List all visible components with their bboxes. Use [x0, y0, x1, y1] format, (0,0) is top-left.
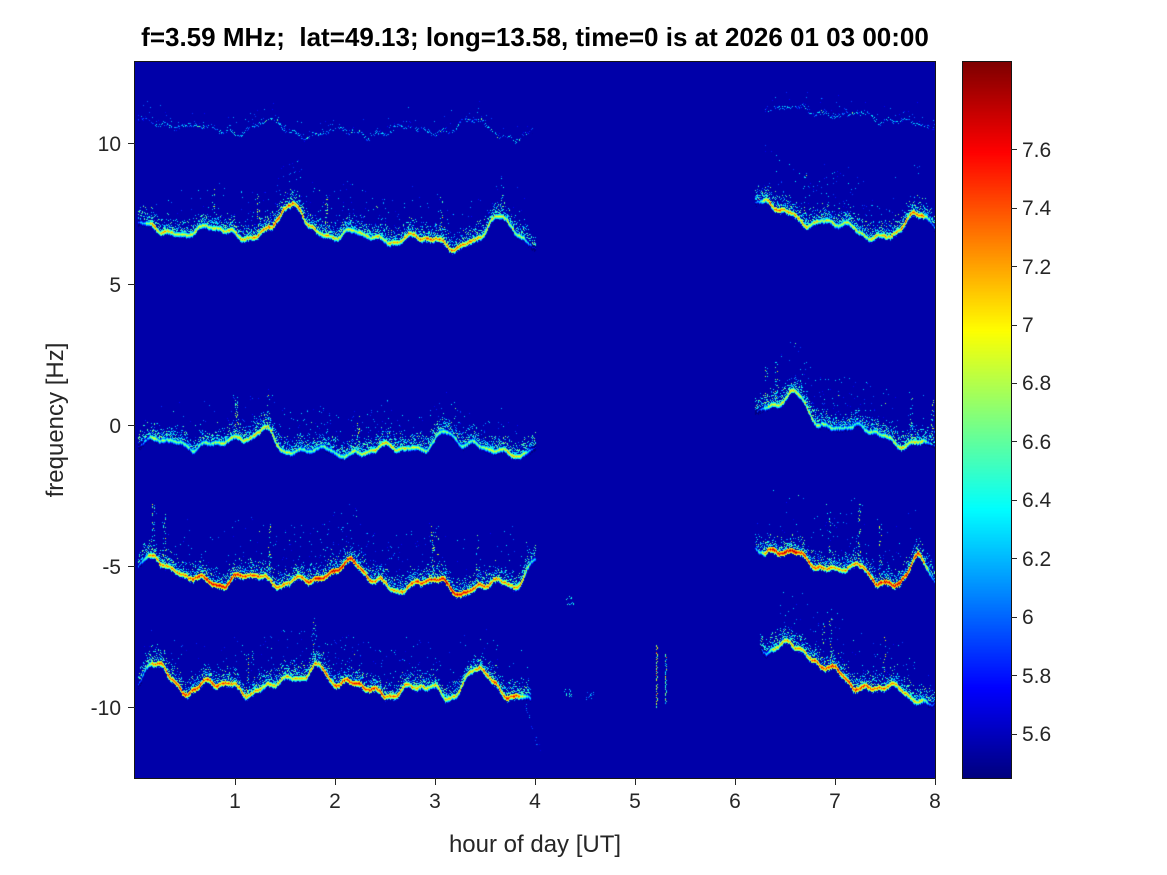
colorbar-tick-mark: [1011, 382, 1017, 384]
colorbar-tick-label: 6.4: [1022, 489, 1052, 513]
y-tick-mark: [128, 566, 135, 568]
x-tick-label: 7: [829, 790, 841, 813]
x-tick-label: 1: [229, 790, 241, 813]
x-tick-label: 4: [529, 790, 541, 813]
colorbar-tick-label: 6: [1022, 606, 1034, 630]
colorbar-tick-label: 7.6: [1022, 138, 1052, 162]
x-tick-label: 3: [429, 790, 441, 813]
colorbar-tick-label: 6.8: [1022, 372, 1052, 396]
colorbar-tick-label: 5.8: [1022, 664, 1052, 688]
x-tick-mark: [434, 778, 436, 785]
x-tick-mark: [234, 778, 236, 785]
colorbar-tick-mark: [1011, 149, 1017, 151]
colorbar-tick-mark: [1011, 675, 1017, 677]
x-tick-mark: [834, 778, 836, 785]
x-tick-mark: [634, 778, 636, 785]
x-tick-mark: [334, 778, 336, 785]
y-tick-mark: [128, 284, 135, 286]
colorbar-tick-mark: [1011, 324, 1017, 326]
y-tick-label: -10: [90, 696, 121, 720]
x-tick-mark: [734, 778, 736, 785]
x-tick-label: 2: [329, 790, 341, 813]
colorbar-tick-label: 6.2: [1022, 547, 1052, 571]
y-tick-mark: [128, 143, 135, 145]
colorbar-tick-mark: [1011, 733, 1017, 735]
colorbar-tick-label: 7.4: [1022, 197, 1052, 221]
colorbar-tick-mark: [1011, 616, 1017, 618]
colorbar-tick-mark: [1011, 558, 1017, 560]
x-axis-label: hour of day [UT]: [448, 831, 622, 858]
x-tick-mark: [534, 778, 536, 785]
colorbar-tick-mark: [1011, 207, 1017, 209]
x-tick-label: 6: [729, 790, 741, 813]
x-tick-label: 5: [629, 790, 641, 813]
y-tick-label: 5: [109, 273, 121, 297]
y-tick-mark: [128, 707, 135, 709]
colorbar-tick-mark: [1011, 266, 1017, 268]
colorbar-tick-label: 7: [1022, 314, 1034, 338]
x-tick-label: 8: [929, 790, 941, 813]
colorbar-tick-label: 5.6: [1022, 723, 1052, 747]
colorbar-canvas: [963, 62, 1011, 778]
colorbar-tick-mark: [1011, 441, 1017, 443]
y-tick-label: 10: [97, 132, 121, 156]
chart-title: f=3.59 MHz; lat=49.13; long=13.58, time=…: [141, 22, 929, 52]
colorbar-tick-label: 6.6: [1022, 430, 1052, 454]
y-tick-mark: [128, 425, 135, 427]
y-tick-label: 0: [109, 414, 121, 438]
colorbar-tick-mark: [1011, 499, 1017, 501]
spectrogram-canvas: [135, 62, 935, 778]
colorbar-tick-label: 7.2: [1022, 255, 1052, 279]
x-tick-mark: [934, 778, 936, 785]
y-tick-label: -5: [102, 555, 121, 579]
